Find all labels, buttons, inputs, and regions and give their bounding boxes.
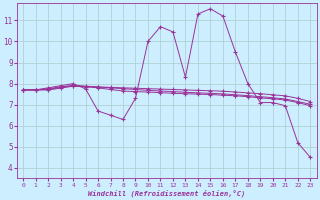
X-axis label: Windchill (Refroidissement éolien,°C): Windchill (Refroidissement éolien,°C) (88, 189, 245, 197)
